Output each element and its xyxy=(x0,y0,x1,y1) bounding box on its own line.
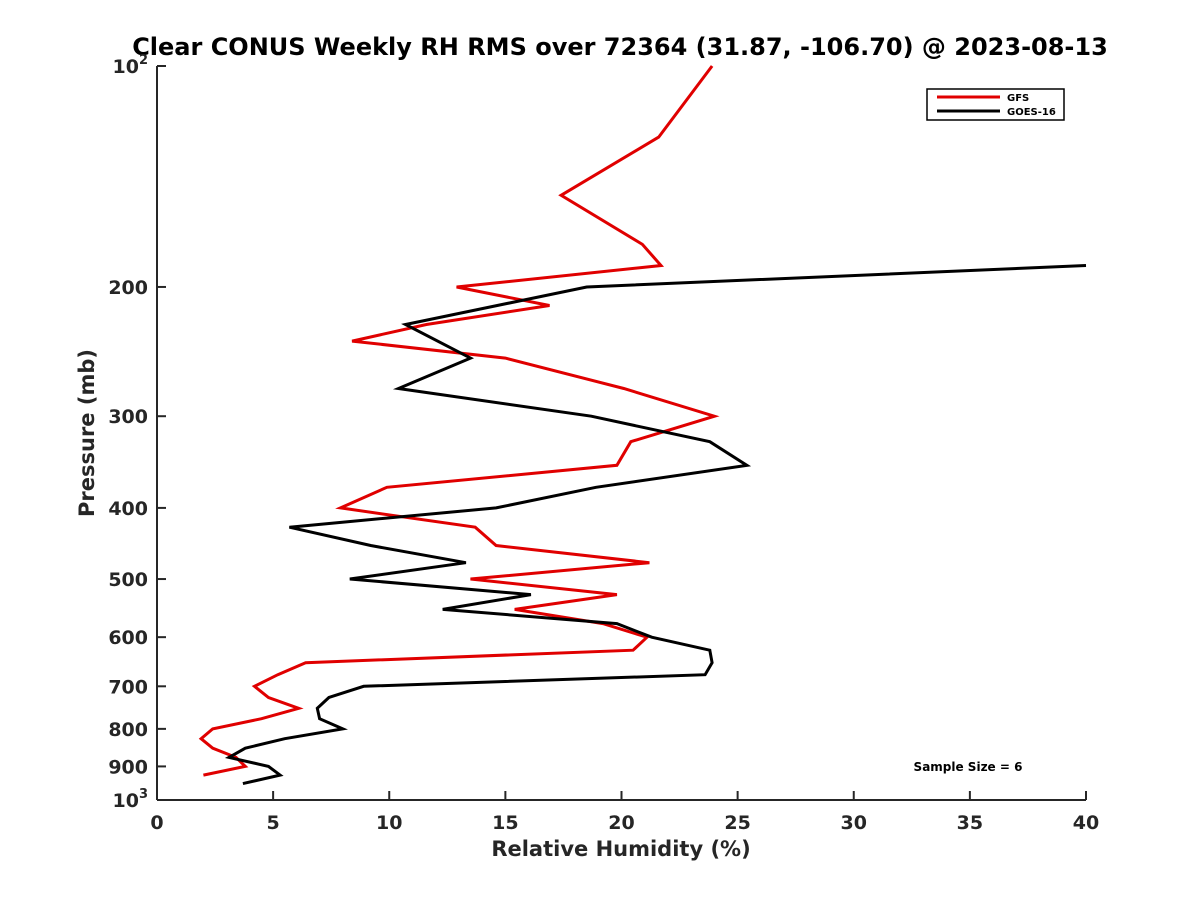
y-tick-label: 500 xyxy=(108,569,148,591)
y-tick-label: 700 xyxy=(108,676,148,698)
x-tick-label: 10 xyxy=(376,812,402,834)
x-tick-label: 35 xyxy=(957,812,983,834)
y-tick-label: 200 xyxy=(108,277,148,299)
y-tick-label: 600 xyxy=(108,627,148,649)
x-tick-label: 15 xyxy=(492,812,518,834)
y-tick-label: 400 xyxy=(108,498,148,520)
series-layer xyxy=(198,65,1087,786)
series-line-gfs xyxy=(198,65,720,777)
x-axis-label: Relative Humidity (%) xyxy=(491,837,750,861)
y-axis-label: Pressure (mb) xyxy=(75,349,99,517)
series-line-goes-16 xyxy=(224,264,1087,786)
legend: GFS GOES-16 xyxy=(926,88,1065,121)
x-tick-label: 40 xyxy=(1073,812,1099,834)
legend-box xyxy=(926,88,1065,121)
legend-label: GFS xyxy=(1007,93,1029,104)
x-tick-label: 20 xyxy=(608,812,634,834)
chart-title: Clear CONUS Weekly RH RMS over 72364 (31… xyxy=(132,33,1108,61)
legend-label: GOES-16 xyxy=(1007,107,1056,118)
y-tick-label: 800 xyxy=(108,719,148,741)
x-tick-label: 25 xyxy=(724,812,750,834)
y-tick-label: 103 xyxy=(113,787,149,812)
sample-size-annotation: Sample Size = 6 xyxy=(914,760,1023,774)
y-tick-label: 102 xyxy=(113,53,149,78)
x-tick-label: 0 xyxy=(150,812,163,834)
x-tick-label: 30 xyxy=(841,812,867,834)
axes-layer: 0 5 10 15 20 25 30 35 40 102 200 300 400 500 600 700 800… xyxy=(108,53,1099,834)
y-tick-label: 300 xyxy=(108,406,148,428)
y-tick-label: 900 xyxy=(108,756,148,778)
x-tick-label: 5 xyxy=(267,812,280,834)
